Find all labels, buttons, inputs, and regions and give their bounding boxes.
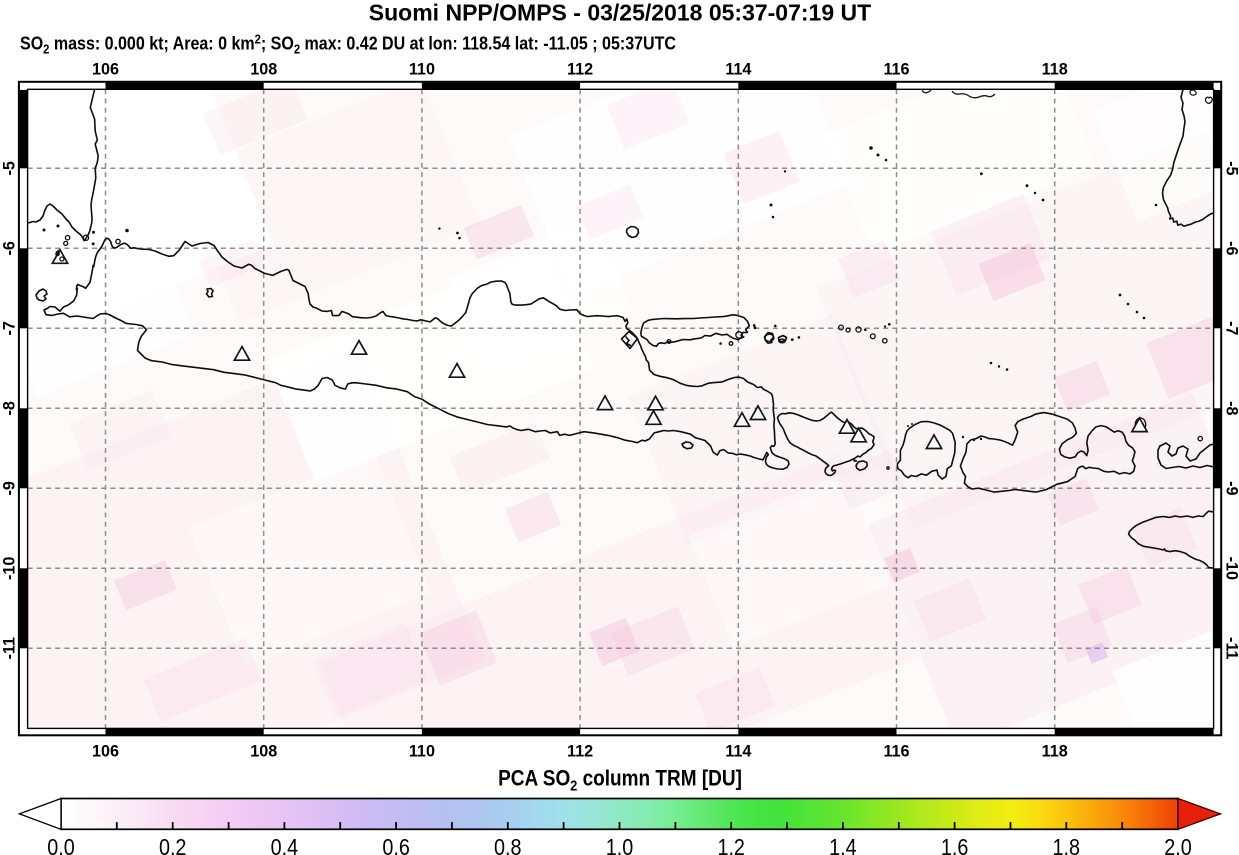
svg-text:116: 116 xyxy=(883,743,909,761)
svg-text:-11: -11 xyxy=(1223,637,1239,660)
svg-text:1.6: 1.6 xyxy=(941,834,969,855)
svg-text:110: 110 xyxy=(409,743,435,761)
svg-text:106: 106 xyxy=(92,61,119,79)
svg-text:108: 108 xyxy=(250,61,277,79)
svg-text:0.0: 0.0 xyxy=(47,834,75,855)
svg-text:114: 114 xyxy=(725,743,751,761)
svg-text:0.4: 0.4 xyxy=(271,834,299,855)
svg-text:-5: -5 xyxy=(1223,161,1239,175)
svg-text:-6: -6 xyxy=(1,241,19,255)
svg-text:-6: -6 xyxy=(1223,241,1239,255)
svg-text:SO2 mass: 0.000 kt; Area: 0 km: SO2 mass: 0.000 kt; Area: 0 km2; SO2 max… xyxy=(20,32,676,57)
svg-text:118: 118 xyxy=(1042,61,1068,79)
svg-text:0.6: 0.6 xyxy=(382,834,410,855)
svg-text:114: 114 xyxy=(725,61,751,79)
svg-text:-9: -9 xyxy=(1223,481,1239,495)
svg-text:-10: -10 xyxy=(1223,557,1239,580)
svg-text:112: 112 xyxy=(567,61,593,79)
svg-text:112: 112 xyxy=(567,743,593,761)
svg-text:-7: -7 xyxy=(1,321,19,335)
svg-text:118: 118 xyxy=(1042,743,1068,761)
svg-text:1.8: 1.8 xyxy=(1053,834,1081,855)
svg-text:116: 116 xyxy=(883,61,909,79)
svg-text:-10: -10 xyxy=(1,557,19,580)
svg-text:1.4: 1.4 xyxy=(829,834,857,855)
svg-text:0.8: 0.8 xyxy=(494,834,522,855)
svg-text:-7: -7 xyxy=(1223,321,1239,335)
svg-text:1.0: 1.0 xyxy=(606,834,634,855)
svg-text:-8: -8 xyxy=(1223,401,1239,415)
svg-text:1.2: 1.2 xyxy=(717,834,745,855)
svg-text:-5: -5 xyxy=(1,161,19,175)
svg-text:106: 106 xyxy=(92,743,119,761)
svg-text:-11: -11 xyxy=(1,637,19,660)
svg-text:PCA SO2 column TRM [DU]: PCA SO2 column TRM [DU] xyxy=(498,766,742,794)
svg-text:0.2: 0.2 xyxy=(159,834,187,855)
svg-text:-8: -8 xyxy=(1,401,19,415)
svg-text:Suomi NPP/OMPS - 03/25/2018 05: Suomi NPP/OMPS - 03/25/2018 05:37-07:19 … xyxy=(369,0,871,26)
svg-text:108: 108 xyxy=(250,743,277,761)
svg-text:-9: -9 xyxy=(1,481,19,495)
svg-text:110: 110 xyxy=(409,61,435,79)
svg-text:2.0: 2.0 xyxy=(1164,834,1192,855)
